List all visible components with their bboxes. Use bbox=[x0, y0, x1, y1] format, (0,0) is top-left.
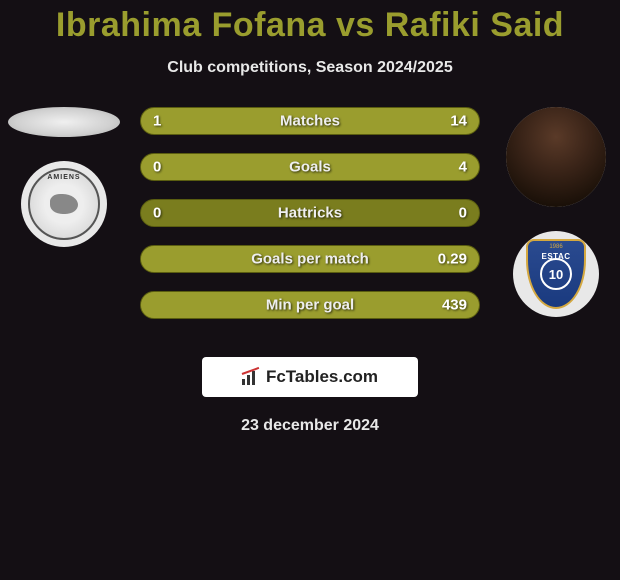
stat-bars: 1 14 Matches 0 4 Goals 0 0 Hattricks 0.29 Goals pe… bbox=[140, 107, 480, 319]
stat-right-value: 14 bbox=[450, 113, 467, 130]
stat-label: Goals bbox=[289, 159, 331, 176]
player2-photo bbox=[506, 107, 606, 207]
stat-right-value: 4 bbox=[459, 159, 467, 176]
club1-crest: AMIENS bbox=[28, 168, 100, 240]
left-column: AMIENS bbox=[8, 107, 120, 247]
stat-label: Min per goal bbox=[266, 297, 354, 314]
stat-bar: 0 4 Goals bbox=[140, 153, 480, 181]
club2-badge: 1986 ESTAC 10 bbox=[513, 231, 599, 317]
date-label: 23 december 2024 bbox=[0, 417, 620, 435]
player1-avatar bbox=[8, 107, 120, 137]
comparison-content: AMIENS 1986 ESTAC 10 114Matches04Goals00… bbox=[0, 107, 620, 337]
club1-mascot-icon bbox=[50, 194, 78, 214]
stat-left-value: 0 bbox=[153, 159, 161, 176]
stat-right-value: 439 bbox=[442, 297, 467, 314]
player2-avatar bbox=[506, 107, 606, 207]
stat-label: Goals per match bbox=[251, 251, 369, 268]
stat-left-value: 0 bbox=[153, 205, 161, 222]
branding-text: FcTables.com bbox=[266, 367, 378, 387]
stat-bar: 439 Min per goal bbox=[140, 291, 480, 319]
stat-right-value: 0 bbox=[459, 205, 467, 222]
chart-icon bbox=[242, 369, 262, 385]
stat-left-value: 1 bbox=[153, 113, 161, 130]
club1-name: AMIENS bbox=[30, 174, 98, 181]
club1-badge: AMIENS bbox=[21, 161, 107, 247]
branding-box: FcTables.com bbox=[202, 357, 418, 397]
comparison-card: Ibrahima Fofana vs Rafiki Said Club comp… bbox=[0, 0, 620, 580]
stat-right-value: 0.29 bbox=[438, 251, 467, 268]
club2-number: 10 bbox=[540, 258, 572, 290]
stat-label: Matches bbox=[280, 113, 340, 130]
page-title: Ibrahima Fofana vs Rafiki Said bbox=[0, 6, 620, 45]
club2-year: 1986 bbox=[549, 244, 562, 250]
stat-bar: 0.29 Goals per match bbox=[140, 245, 480, 273]
club2-crest: 1986 ESTAC 10 bbox=[526, 239, 586, 309]
stat-label: Hattricks bbox=[278, 205, 342, 222]
stat-bar: 1 14 Matches bbox=[140, 107, 480, 135]
right-column: 1986 ESTAC 10 bbox=[500, 107, 612, 317]
club2-name: ESTAC bbox=[541, 252, 570, 261]
stat-bar: 0 0 Hattricks bbox=[140, 199, 480, 227]
subtitle: Club competitions, Season 2024/2025 bbox=[0, 59, 620, 77]
